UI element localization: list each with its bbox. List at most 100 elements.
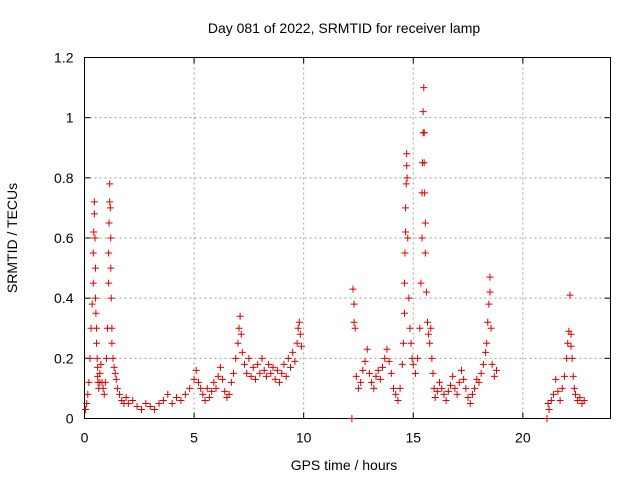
data-point [237,330,245,338]
data-point [400,309,408,317]
data-point [113,384,121,392]
data-point [221,387,229,395]
data-point [421,219,429,227]
data-point [129,396,137,404]
data-point [278,369,286,377]
data-point [402,204,410,212]
data-point [106,204,114,212]
data-point [219,375,227,383]
data-point [89,249,97,257]
data-point [436,378,444,386]
data-point [403,162,411,170]
data-point [293,339,301,347]
data-point [212,384,220,392]
data-point [457,366,465,374]
data-point [291,357,299,365]
chart-title: Day 081 of 2022, SRMTID for receiver lam… [208,20,481,36]
data-point [547,396,555,404]
data-point [414,354,422,362]
data-point [93,354,101,362]
data-point [416,324,424,332]
data-point [486,288,494,296]
data-point [106,180,114,188]
data-point [262,372,270,380]
data-point [112,375,120,383]
data-point [482,348,490,356]
data-point [558,384,566,392]
data-point [116,390,124,398]
data-point [186,384,194,392]
data-point [398,360,406,368]
data-point [232,354,240,362]
data-point [440,390,448,398]
data-point [462,384,470,392]
data-point [420,84,428,92]
data-point [428,354,436,362]
data-point [124,399,132,407]
data-point [99,384,107,392]
data-point [282,372,290,380]
data-point [102,354,110,362]
data-point [159,396,167,404]
data-point [216,363,224,371]
data-point [421,189,429,197]
data-point [110,363,118,371]
plot-frame [84,57,611,419]
data-point [399,339,407,347]
data-point [493,366,501,374]
data-point [280,360,288,368]
data-point [105,219,113,227]
data-point [203,384,211,392]
data-point [194,378,202,386]
y-tick-label: 0 [66,411,74,427]
data-point [155,399,163,407]
data-point [227,378,235,386]
data-point [107,264,115,272]
data-point [357,378,365,386]
data-point [580,396,588,404]
x-axis-label: GPS time / hours [291,457,398,473]
data-point [423,318,431,326]
data-point [192,366,200,374]
data-point [89,279,97,287]
data-point [421,249,429,257]
data-point [361,357,369,365]
data-point [354,384,362,392]
data-point [442,396,450,404]
data-point [190,375,198,383]
data-point [466,399,474,407]
data-point [295,318,303,326]
y-tick-label: 0.6 [54,230,74,246]
data-point [368,378,376,386]
data-point [484,318,492,326]
data-point [402,180,410,188]
data-point [296,330,304,338]
data-point [181,390,189,398]
data-point [483,339,491,347]
x-tick-label: 10 [296,430,312,446]
data-point [370,384,378,392]
data-point [234,339,242,347]
data-point [444,387,452,395]
data-point [287,363,295,371]
data-points [82,84,588,422]
data-point [84,390,92,398]
data-point [387,369,395,377]
data-point [409,360,417,368]
data-point [363,345,371,353]
data-point [247,372,255,380]
data-point [556,396,564,404]
data-point [146,402,154,410]
data-point [240,360,248,368]
data-point [348,415,356,422]
data-point [352,372,360,380]
data-point [365,369,373,377]
data-point [258,354,266,362]
data-point [545,405,553,413]
data-point [173,393,181,401]
data-point [544,399,552,407]
y-axis-label: SRMTID / TECUs [4,183,20,293]
data-point [359,366,367,374]
data-point [485,300,493,308]
data-point [568,354,576,362]
